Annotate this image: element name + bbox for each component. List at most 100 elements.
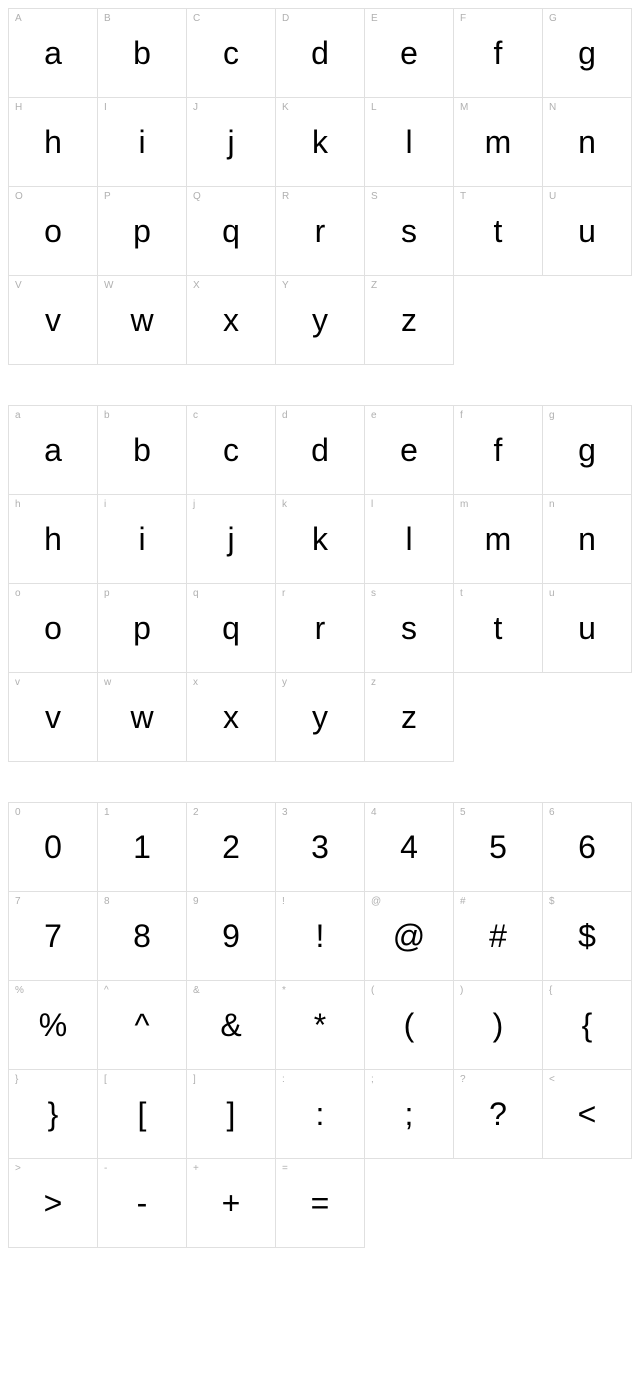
glyph-cell: %% bbox=[9, 981, 98, 1070]
glyph-display: l bbox=[405, 523, 412, 555]
glyph-display: e bbox=[400, 37, 418, 69]
empty-cell bbox=[543, 673, 632, 761]
glyph-label: W bbox=[104, 280, 113, 291]
glyph-label: - bbox=[104, 1163, 107, 1174]
glyph-label: 8 bbox=[104, 896, 110, 907]
glyph-label: 0 bbox=[15, 807, 21, 818]
glyph-label: M bbox=[460, 102, 468, 113]
glyph-display: v bbox=[45, 701, 61, 733]
glyph-label: m bbox=[460, 499, 468, 510]
glyph-display: z bbox=[401, 701, 417, 733]
glyph-label: 5 bbox=[460, 807, 466, 818]
glyph-cell: ## bbox=[454, 892, 543, 981]
glyph-label: x bbox=[193, 677, 198, 688]
glyph-cell: rr bbox=[276, 584, 365, 673]
glyph-display: a bbox=[44, 37, 62, 69]
glyph-cell: ww bbox=[98, 673, 187, 762]
glyph-cell: Aa bbox=[9, 9, 98, 98]
glyph-cell: uu bbox=[543, 584, 632, 673]
glyph-label: s bbox=[371, 588, 376, 599]
glyph-display: f bbox=[494, 434, 503, 466]
section-uppercase: AaBbCcDdEeFfGgHhIiJjKkLlMmNnOoPpQqRrSsTt… bbox=[8, 8, 632, 365]
glyph-label: Z bbox=[371, 280, 377, 291]
glyph-cell: 66 bbox=[543, 803, 632, 892]
glyph-label: G bbox=[549, 13, 557, 24]
glyph-label: ! bbox=[282, 896, 285, 907]
glyph-cell: qq bbox=[187, 584, 276, 673]
glyph-label: j bbox=[193, 499, 195, 510]
glyph-display: ; bbox=[405, 1098, 414, 1130]
glyph-cell: ff bbox=[454, 406, 543, 495]
glyph-display: c bbox=[223, 434, 239, 466]
glyph-label: e bbox=[371, 410, 377, 421]
glyph-display: n bbox=[578, 523, 596, 555]
glyph-cell: Qq bbox=[187, 187, 276, 276]
glyph-cell: 55 bbox=[454, 803, 543, 892]
glyph-label: I bbox=[104, 102, 107, 113]
glyph-label: 7 bbox=[15, 896, 21, 907]
glyph-display: f bbox=[494, 37, 503, 69]
glyph-label: } bbox=[15, 1074, 18, 1085]
glyph-display: r bbox=[315, 612, 326, 644]
glyph-label: ] bbox=[193, 1074, 196, 1085]
glyph-cell: Bb bbox=[98, 9, 187, 98]
glyph-display: $ bbox=[578, 920, 596, 952]
section-numbers-symbols: 00112233445566778899!!@@##$$%%^^&&**(())… bbox=[8, 802, 632, 1248]
glyph-cell: Ff bbox=[454, 9, 543, 98]
glyph-cell: yy bbox=[276, 673, 365, 762]
glyph-cell: gg bbox=[543, 406, 632, 495]
glyph-display: < bbox=[578, 1098, 597, 1130]
glyph-label: < bbox=[549, 1074, 555, 1085]
glyph-label: c bbox=[193, 410, 198, 421]
empty-cell bbox=[543, 276, 632, 364]
glyph-display: w bbox=[130, 304, 153, 336]
glyph-display: 8 bbox=[133, 920, 151, 952]
glyph-label: H bbox=[15, 102, 22, 113]
glyph-label: ; bbox=[371, 1074, 374, 1085]
glyph-display: v bbox=[45, 304, 61, 336]
glyph-cell: Rr bbox=[276, 187, 365, 276]
glyph-cell: :: bbox=[276, 1070, 365, 1159]
glyph-cell: Ss bbox=[365, 187, 454, 276]
glyph-label: $ bbox=[549, 896, 555, 907]
glyph-cell: 33 bbox=[276, 803, 365, 892]
glyph-cell: oo bbox=[9, 584, 98, 673]
glyph-cell: Ii bbox=[98, 98, 187, 187]
glyph-display: z bbox=[401, 304, 417, 336]
glyph-cell: cc bbox=[187, 406, 276, 495]
glyph-display: 1 bbox=[133, 831, 151, 863]
glyph-display: n bbox=[578, 126, 596, 158]
glyph-label: @ bbox=[371, 896, 381, 907]
glyph-cell: Dd bbox=[276, 9, 365, 98]
glyph-cell: 99 bbox=[187, 892, 276, 981]
glyph-cell: [[ bbox=[98, 1070, 187, 1159]
glyph-cell: ++ bbox=[187, 1159, 276, 1248]
glyph-cell: tt bbox=[454, 584, 543, 673]
glyph-cell: kk bbox=[276, 495, 365, 584]
glyph-display: ] bbox=[227, 1098, 236, 1130]
glyph-cell: ll bbox=[365, 495, 454, 584]
glyph-label: l bbox=[371, 499, 373, 510]
glyph-display: x bbox=[223, 701, 239, 733]
glyph-label: q bbox=[193, 588, 199, 599]
glyph-cell: 00 bbox=[9, 803, 98, 892]
glyph-display: x bbox=[223, 304, 239, 336]
glyph-display: k bbox=[312, 126, 328, 158]
glyph-cell: Oo bbox=[9, 187, 98, 276]
glyph-display: h bbox=[44, 523, 62, 555]
glyph-cell: Mm bbox=[454, 98, 543, 187]
glyph-cell: Ee bbox=[365, 9, 454, 98]
glyph-display: g bbox=[578, 37, 596, 69]
glyph-grid: 00112233445566778899!!@@##$$%%^^&&**(())… bbox=[8, 802, 632, 1248]
glyph-display: ) bbox=[493, 1009, 504, 1041]
section-lowercase: aabbccddeeffgghhiijjkkllmmnnooppqqrrsstt… bbox=[8, 405, 632, 762]
glyph-cell: aa bbox=[9, 406, 98, 495]
glyph-cell: bb bbox=[98, 406, 187, 495]
glyph-display: # bbox=[489, 920, 507, 952]
glyph-label: F bbox=[460, 13, 466, 24]
glyph-cell: ee bbox=[365, 406, 454, 495]
glyph-display: { bbox=[582, 1009, 593, 1041]
glyph-label: k bbox=[282, 499, 287, 510]
glyph-cell: $$ bbox=[543, 892, 632, 981]
glyph-label: d bbox=[282, 410, 288, 421]
